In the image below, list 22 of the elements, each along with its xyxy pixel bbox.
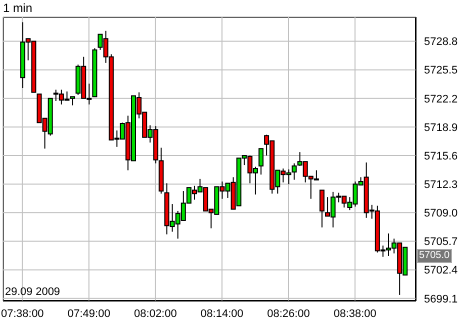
y-tick-label: 5722.2 bbox=[424, 93, 458, 106]
y-tick-label: 5709.0 bbox=[424, 208, 458, 220]
y-tick-label: 5718.9 bbox=[424, 122, 458, 134]
x-tick-label: 07:38:00 bbox=[0, 308, 44, 320]
x-tick-label: 08:02:00 bbox=[134, 308, 177, 320]
y-tick-label: 5702.4 bbox=[424, 264, 458, 277]
chart-subtitle: 1 min bbox=[3, 1, 32, 15]
annotation: 29.09 2009 bbox=[5, 286, 60, 298]
candlestick bbox=[292, 162, 297, 180]
x-tick-label: 08:38:00 bbox=[334, 308, 376, 320]
text: 5705.0 bbox=[417, 249, 452, 264]
y-tick-label: 5705.7 bbox=[424, 236, 458, 248]
x-tick-label: 08:26:00 bbox=[267, 308, 310, 320]
y-tick-label: 5699.1 bbox=[424, 293, 458, 306]
y-tick-label: 5712.3 bbox=[424, 179, 458, 192]
candlestick bbox=[319, 190, 324, 228]
x-tick-label: 07:49:00 bbox=[68, 308, 110, 320]
y-tick-label: 5715.6 bbox=[424, 150, 458, 162]
candlestick bbox=[258, 148, 264, 176]
x-tick-label: 08:14:00 bbox=[200, 308, 244, 320]
y-tick-label: 5725.5 bbox=[424, 64, 458, 77]
y-tick-label: 5728.8 bbox=[424, 36, 458, 48]
